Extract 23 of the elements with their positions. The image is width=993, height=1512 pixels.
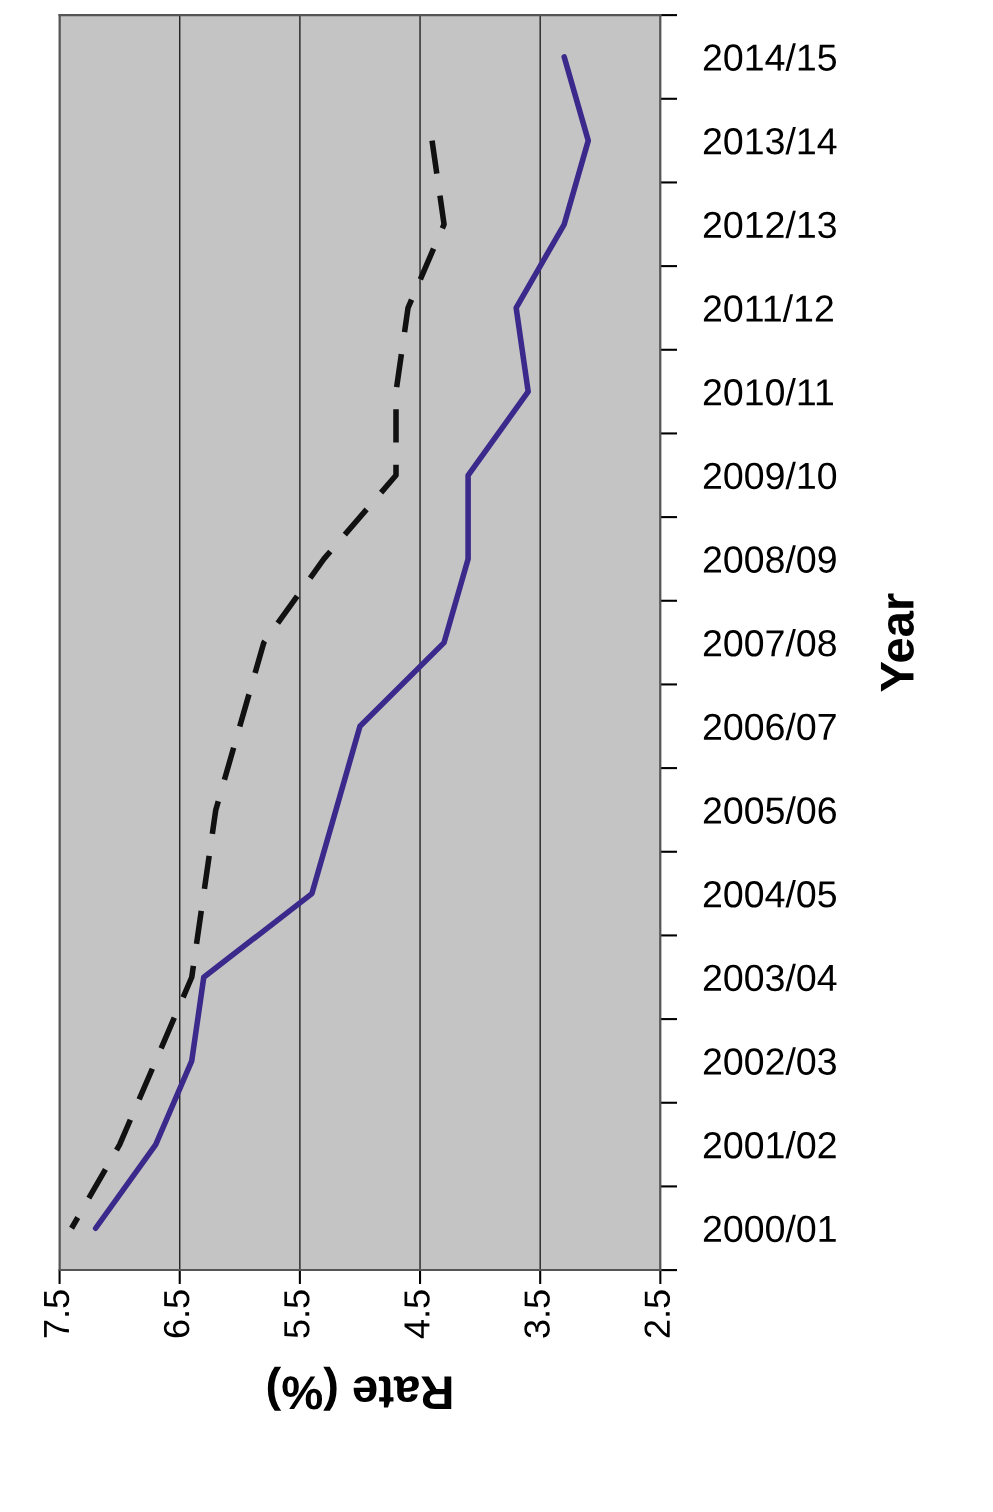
y-tick-label: 2000/01 — [703, 1214, 836, 1243]
y-tick-label: 2005/06 — [703, 796, 836, 824]
y-tick-label: 2012/13 — [703, 210, 836, 239]
y-tick-label: 2001/02 — [703, 1131, 836, 1159]
y-tick-label: 2007/08 — [703, 629, 836, 657]
x-tick-label: 2.5 — [644, 1290, 671, 1338]
y-tick-label: 2013/14 — [703, 127, 837, 155]
y-tick-label: 2002/03 — [703, 1047, 836, 1075]
y-tick-label: 2006/07 — [703, 712, 836, 741]
x-tick-label: 4.5 — [404, 1290, 430, 1339]
y-tick-label: 2003/04 — [703, 963, 837, 992]
y-tick-label: 2010/11 — [703, 378, 833, 406]
y-axis-title: Year — [880, 593, 914, 692]
x-tick-label: 7.5 — [44, 1290, 70, 1338]
x-tick-label: 6.5 — [163, 1290, 190, 1338]
x-tick-label: 3.5 — [524, 1290, 550, 1338]
y-tick-label: 2004/05 — [703, 880, 836, 908]
y-tick-label: 2014/15 — [703, 43, 836, 71]
y-tick-label: 2008/09 — [703, 545, 836, 573]
y-tick-label: 2009/10 — [703, 461, 837, 490]
y-tick-label: 2011/12 — [703, 294, 833, 322]
x-tick-label: 5.5 — [284, 1290, 310, 1338]
x-axis-title: Rate (%) — [267, 1366, 452, 1411]
